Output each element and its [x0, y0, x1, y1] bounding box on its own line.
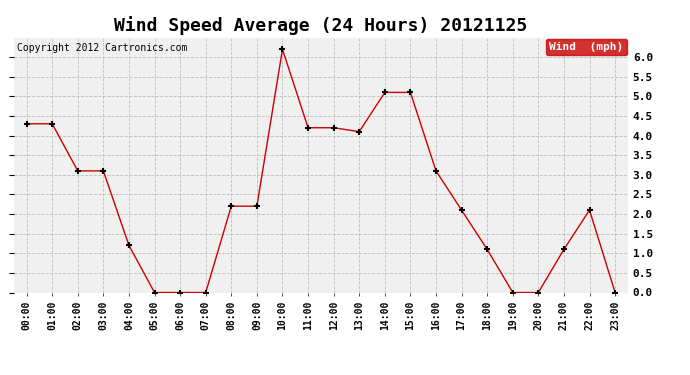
Legend: Wind  (mph): Wind (mph)	[546, 39, 627, 55]
Title: Wind Speed Average (24 Hours) 20121125: Wind Speed Average (24 Hours) 20121125	[115, 16, 527, 34]
Text: Copyright 2012 Cartronics.com: Copyright 2012 Cartronics.com	[17, 43, 187, 52]
